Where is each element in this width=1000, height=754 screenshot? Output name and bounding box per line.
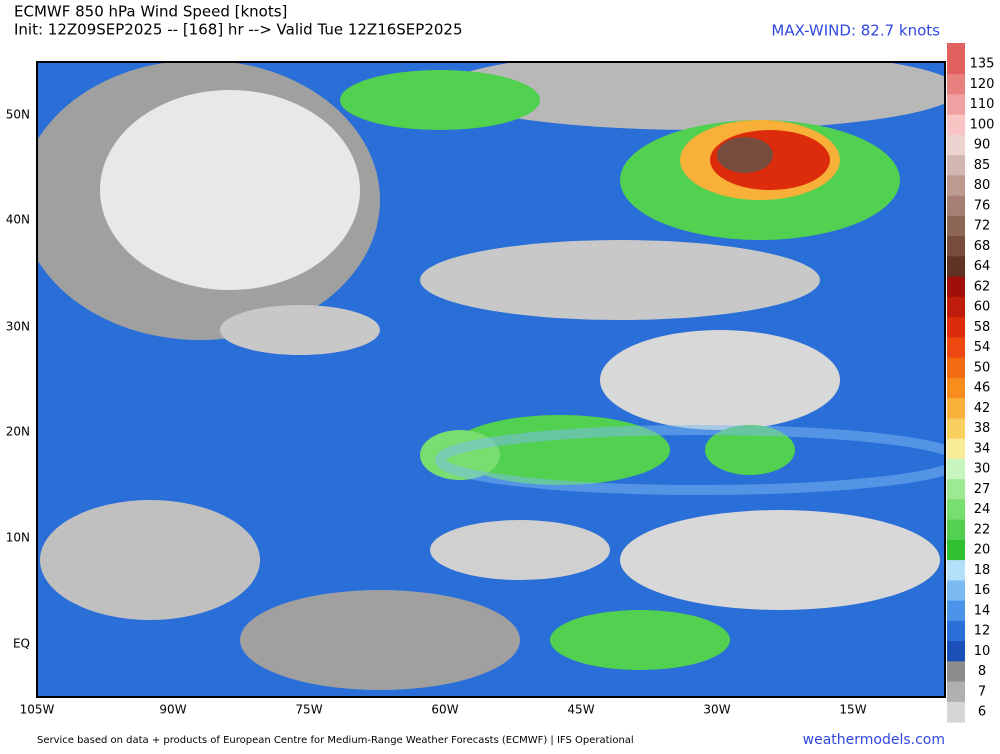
legend-swatch [947, 479, 965, 500]
legend-label: 27 [974, 482, 991, 497]
legend-label: 22 [974, 522, 991, 537]
legend-label: 12 [974, 624, 991, 639]
lat-label: EQ [13, 637, 30, 651]
legend-swatch [947, 337, 965, 359]
legend-swatch [947, 276, 965, 298]
legend-swatch [947, 296, 965, 318]
lon-label: 90W [159, 703, 186, 717]
legend-label: 85 [974, 158, 991, 173]
legend-swatch [947, 94, 965, 116]
lon-label: 15W [839, 703, 866, 717]
legend-label: 100 [970, 117, 995, 132]
credit: Service based on data + products of Euro… [37, 735, 634, 746]
legend-label: 58 [974, 320, 991, 335]
legend-label: 10 [974, 644, 991, 659]
title: ECMWF 850 hPa Wind Speed [knots] [14, 3, 287, 21]
legend-swatch [947, 560, 965, 581]
legend-swatch [947, 681, 965, 703]
legend-label: 38 [974, 421, 991, 436]
legend-label: 135 [970, 57, 995, 72]
legend-swatch [947, 398, 965, 419]
legend-swatch [947, 620, 965, 642]
legend-swatch [947, 458, 965, 480]
legend-label: 6 [978, 705, 986, 720]
legend-swatch [947, 195, 965, 217]
legend-label: 20 [974, 543, 991, 558]
legend-label: 16 [974, 583, 991, 598]
legend-label: 72 [974, 219, 991, 234]
legend-swatch [947, 499, 965, 521]
legend-label: 90 [974, 138, 991, 153]
subtitle: Init: 12Z09SEP2025 -- [168] hr --> Valid… [14, 21, 463, 39]
legend-label: 8 [978, 664, 986, 679]
legend-swatch [947, 418, 965, 440]
legend-swatch [947, 215, 965, 237]
legend-swatch [947, 43, 965, 75]
legend-swatch [947, 114, 965, 136]
lat-label: 50N [6, 108, 30, 122]
legend-swatch [947, 256, 965, 278]
legend-swatch [947, 580, 965, 602]
max-wind: MAX-WIND: 82.7 knots [771, 22, 940, 40]
legend-label: 62 [974, 279, 991, 294]
lon-label: 45W [567, 703, 594, 717]
legend-swatch [947, 519, 965, 541]
legend-label: 80 [974, 178, 991, 193]
legend-label: 24 [974, 502, 991, 517]
lon-label: 105W [20, 703, 55, 717]
lon-label: 30W [703, 703, 730, 717]
lon-label: 60W [431, 703, 458, 717]
legend-swatch [947, 317, 965, 338]
legend-swatch [947, 641, 965, 662]
legend-label: 120 [970, 77, 995, 92]
legend-label: 64 [974, 259, 991, 274]
lat-label: 30N [6, 320, 30, 334]
legend-swatch [947, 661, 965, 683]
legend-swatch [947, 539, 965, 561]
legend-swatch [947, 357, 965, 379]
lon-label: 75W [295, 703, 322, 717]
legend-label: 7 [978, 684, 986, 699]
lat-label: 20N [6, 425, 30, 439]
lat-label: 40N [6, 213, 30, 227]
legend-label: 68 [974, 239, 991, 254]
legend-label: 60 [974, 300, 991, 315]
legend-label: 50 [974, 360, 991, 375]
map [37, 62, 945, 697]
legend-swatch [947, 134, 965, 156]
legend-label: 18 [974, 563, 991, 578]
legend-swatch [947, 701, 965, 723]
legend-label: 46 [974, 381, 991, 396]
legend-swatch [947, 236, 965, 257]
lat-label: 10N [6, 531, 30, 545]
legend-swatch [947, 74, 965, 95]
legend-label: 34 [974, 441, 991, 456]
legend-swatch [947, 155, 965, 176]
legend-label: 30 [974, 462, 991, 477]
legend-swatch [947, 377, 965, 399]
legend-label: 42 [974, 401, 991, 416]
legend-label: 110 [970, 97, 995, 112]
legend-swatch [947, 600, 965, 622]
legend-label: 76 [974, 198, 991, 213]
legend-swatch [947, 175, 965, 197]
legend-label: 14 [974, 603, 991, 618]
legend-swatch [947, 438, 965, 460]
site-link[interactable]: weathermodels.com [803, 732, 945, 748]
legend-label: 54 [974, 340, 991, 355]
